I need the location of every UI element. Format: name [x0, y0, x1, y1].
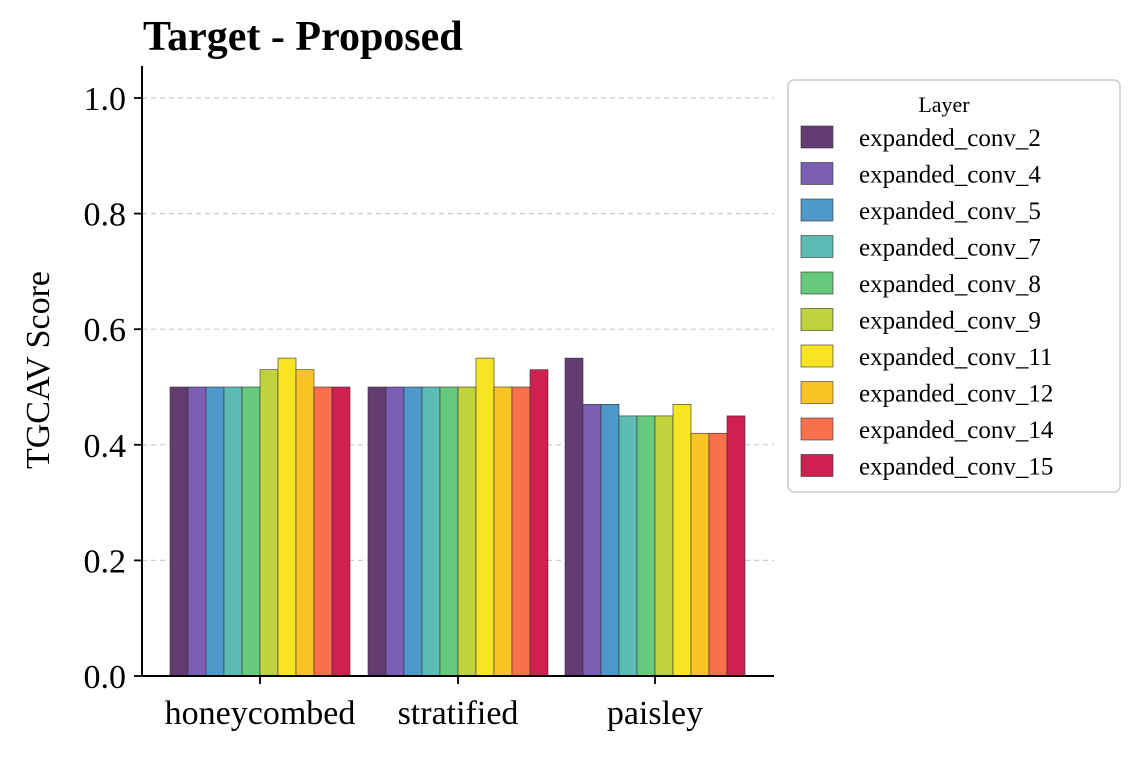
bar	[439, 386, 459, 677]
bar	[475, 357, 495, 677]
bar	[654, 415, 674, 677]
bar	[421, 386, 441, 677]
bar	[295, 369, 315, 677]
bar	[241, 386, 261, 677]
chart-title: Target - Proposed	[143, 14, 463, 60]
bar	[403, 386, 423, 677]
x-tick-label: paisley	[607, 695, 703, 732]
legend-label: expanded_conv_2	[859, 125, 1041, 152]
legend-label: expanded_conv_9	[859, 308, 1041, 335]
legend-box	[787, 79, 1121, 493]
legend-label: expanded_conv_11	[859, 344, 1052, 371]
legend-swatch	[800, 198, 834, 222]
bar	[708, 432, 728, 677]
bar	[205, 386, 225, 677]
y-tick-label: 1.0	[84, 81, 127, 118]
legend-label: expanded_conv_7	[859, 235, 1041, 262]
bar	[259, 369, 279, 677]
bar	[636, 415, 656, 677]
x-tick-label: stratified	[398, 695, 519, 732]
bar	[564, 357, 584, 677]
x-tick-label: honeycombed	[165, 695, 356, 732]
bar	[457, 386, 477, 677]
bar	[367, 386, 387, 677]
bar	[169, 386, 189, 677]
bar	[331, 386, 351, 677]
bar	[187, 386, 207, 677]
legend-label: expanded_conv_15	[859, 454, 1053, 481]
legend-title: Layer	[918, 92, 970, 117]
bar	[493, 386, 513, 677]
legend-label: expanded_conv_4	[859, 162, 1041, 189]
legend-swatch	[800, 235, 834, 258]
bar	[511, 386, 531, 677]
y-tick-label: 0.0	[84, 659, 127, 696]
bar	[726, 415, 746, 677]
legend-swatch	[800, 381, 834, 404]
legend-swatch	[800, 344, 834, 368]
bar	[529, 369, 549, 677]
y-tick-label: 0.2	[84, 543, 127, 580]
bar	[223, 386, 243, 677]
bar	[600, 404, 620, 677]
legend-label: expanded_conv_5	[859, 198, 1041, 225]
legend-swatch	[800, 454, 834, 477]
bar	[672, 404, 692, 677]
bar	[313, 386, 333, 677]
bar	[690, 432, 710, 677]
legend-swatch	[800, 417, 834, 441]
y-tick-label: 0.4	[84, 428, 127, 465]
bars	[169, 357, 746, 677]
bar	[582, 404, 602, 677]
legend-swatch	[800, 125, 834, 149]
bar	[385, 386, 405, 677]
legend-label: expanded_conv_14	[859, 417, 1054, 444]
bar	[618, 415, 638, 677]
bar	[277, 357, 297, 677]
axes: 0.0 0.2 0.4 0.6 0.8 1.0 honeycombed stratified p…	[84, 66, 774, 732]
legend: Layer expanded_conv_2 expanded_conv_4expa…	[787, 79, 1121, 493]
y-axis-label: TGCAV Score	[20, 271, 57, 469]
legend-label: expanded_conv_8	[859, 271, 1041, 298]
legend-label: expanded_conv_12	[859, 381, 1053, 408]
legend-swatch	[800, 308, 834, 331]
legend-swatch	[800, 162, 834, 185]
y-tick-label: 0.8	[84, 197, 127, 234]
y-tick-label: 0.6	[84, 312, 127, 349]
legend-swatch	[800, 271, 834, 295]
